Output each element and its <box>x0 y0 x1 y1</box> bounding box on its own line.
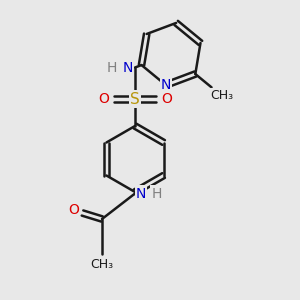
Text: O: O <box>161 92 172 106</box>
Text: O: O <box>68 203 79 217</box>
Text: N: N <box>160 78 171 92</box>
Text: H: H <box>152 187 162 200</box>
Text: S: S <box>130 92 140 106</box>
Text: CH₃: CH₃ <box>210 89 233 102</box>
Text: CH₃: CH₃ <box>90 257 114 271</box>
Text: O: O <box>98 92 109 106</box>
Text: N: N <box>122 61 133 74</box>
Text: N: N <box>136 187 146 200</box>
Text: H: H <box>106 61 117 74</box>
